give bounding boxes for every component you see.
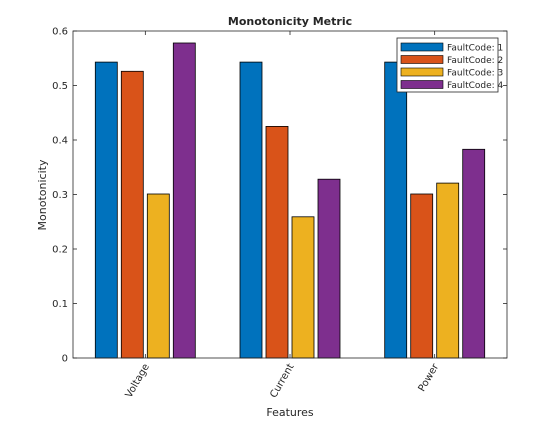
legend-swatch-2 (400, 55, 444, 64)
legend-label-2: FaultCode: 2 (447, 56, 503, 66)
bar-voltage-series-1 (94, 61, 118, 359)
legend: FaultCode: 1 FaultCode: 2 FaultCode: 3 Faul… (396, 37, 504, 93)
y-tick-label: 0.3 (52, 190, 68, 201)
y-tick-label: 0 (62, 354, 68, 365)
bar-current-series-4 (317, 178, 341, 359)
x-tick-label-voltage: Voltage (124, 362, 152, 400)
bar-power-series-4 (462, 148, 486, 359)
x-tick-label-power: Power (417, 361, 442, 393)
bar-voltage-series-3 (146, 193, 170, 359)
y-axis-label: Monotonicity (36, 159, 49, 230)
bar-power-series-3 (436, 182, 460, 359)
legend-label-3: FaultCode: 3 (447, 69, 503, 79)
legend-swatch-4 (400, 80, 444, 89)
y-tick-label: 0.1 (52, 299, 68, 310)
y-tick-label: 0.6 (52, 27, 68, 38)
legend-label-4: FaultCode: 4 (447, 81, 504, 91)
y-tick-label: 0.2 (52, 245, 68, 256)
bar-power-series-1 (384, 61, 408, 359)
legend-swatch-3 (400, 67, 444, 77)
chart-title: Monotonicity Metric (228, 15, 352, 28)
y-tick-label: 0.4 (52, 136, 68, 147)
bar-voltage-series-2 (120, 70, 144, 359)
bar-power-series-2 (410, 193, 434, 359)
x-tick-label-current: Current (268, 362, 296, 400)
legend-label-1: FaultCode: 1 (447, 44, 503, 54)
x-axis-label: Features (266, 406, 314, 419)
legend-swatch-1 (400, 42, 444, 52)
bar-current-series-3 (291, 216, 315, 359)
bar-current-series-1 (239, 61, 263, 359)
y-tick-label: 0.5 (52, 81, 68, 92)
bar-current-series-2 (265, 126, 289, 359)
bar-voltage-series-4 (172, 42, 196, 359)
